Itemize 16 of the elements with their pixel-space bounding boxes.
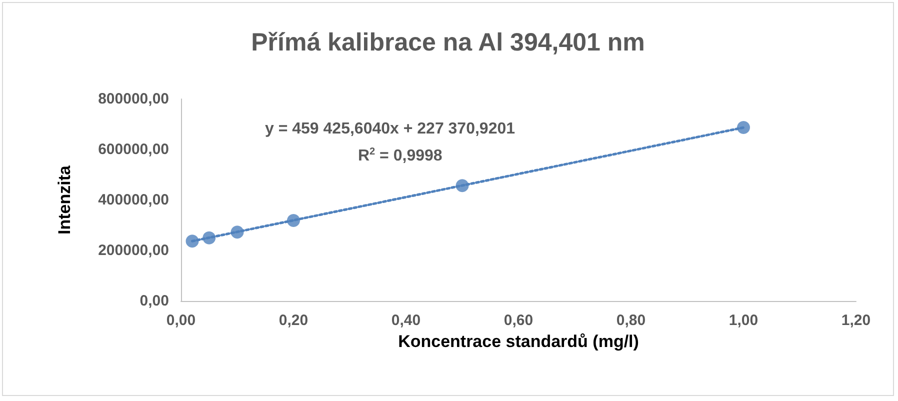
x-tick-label: 1,20 bbox=[841, 312, 871, 329]
x-tick-label: 0,40 bbox=[391, 312, 421, 329]
x-tick-label: 0,60 bbox=[504, 312, 534, 329]
x-tick-label: 0,00 bbox=[166, 312, 196, 329]
x-tick-label: 1,00 bbox=[728, 312, 758, 329]
y-tick-label: 800000,00 bbox=[98, 90, 169, 108]
y-tick-label: 600000,00 bbox=[98, 141, 169, 158]
y-tick-label: 200000,00 bbox=[98, 242, 169, 259]
annotation: y = 459 425,6040x + 227 370,9201 bbox=[265, 120, 516, 138]
y-tick-label: 0,00 bbox=[140, 292, 169, 310]
y-axis-title: Intenzita bbox=[55, 164, 74, 234]
x-tick-label: 0,80 bbox=[616, 312, 646, 329]
chart-title: Přímá kalibrace na Al 394,401 nm bbox=[251, 28, 645, 56]
x-axis-title: Koncentrace standardů (mg/l) bbox=[398, 332, 639, 351]
y-tick-label: 400000,00 bbox=[98, 192, 169, 208]
x-tick-label: 0,20 bbox=[278, 312, 308, 329]
